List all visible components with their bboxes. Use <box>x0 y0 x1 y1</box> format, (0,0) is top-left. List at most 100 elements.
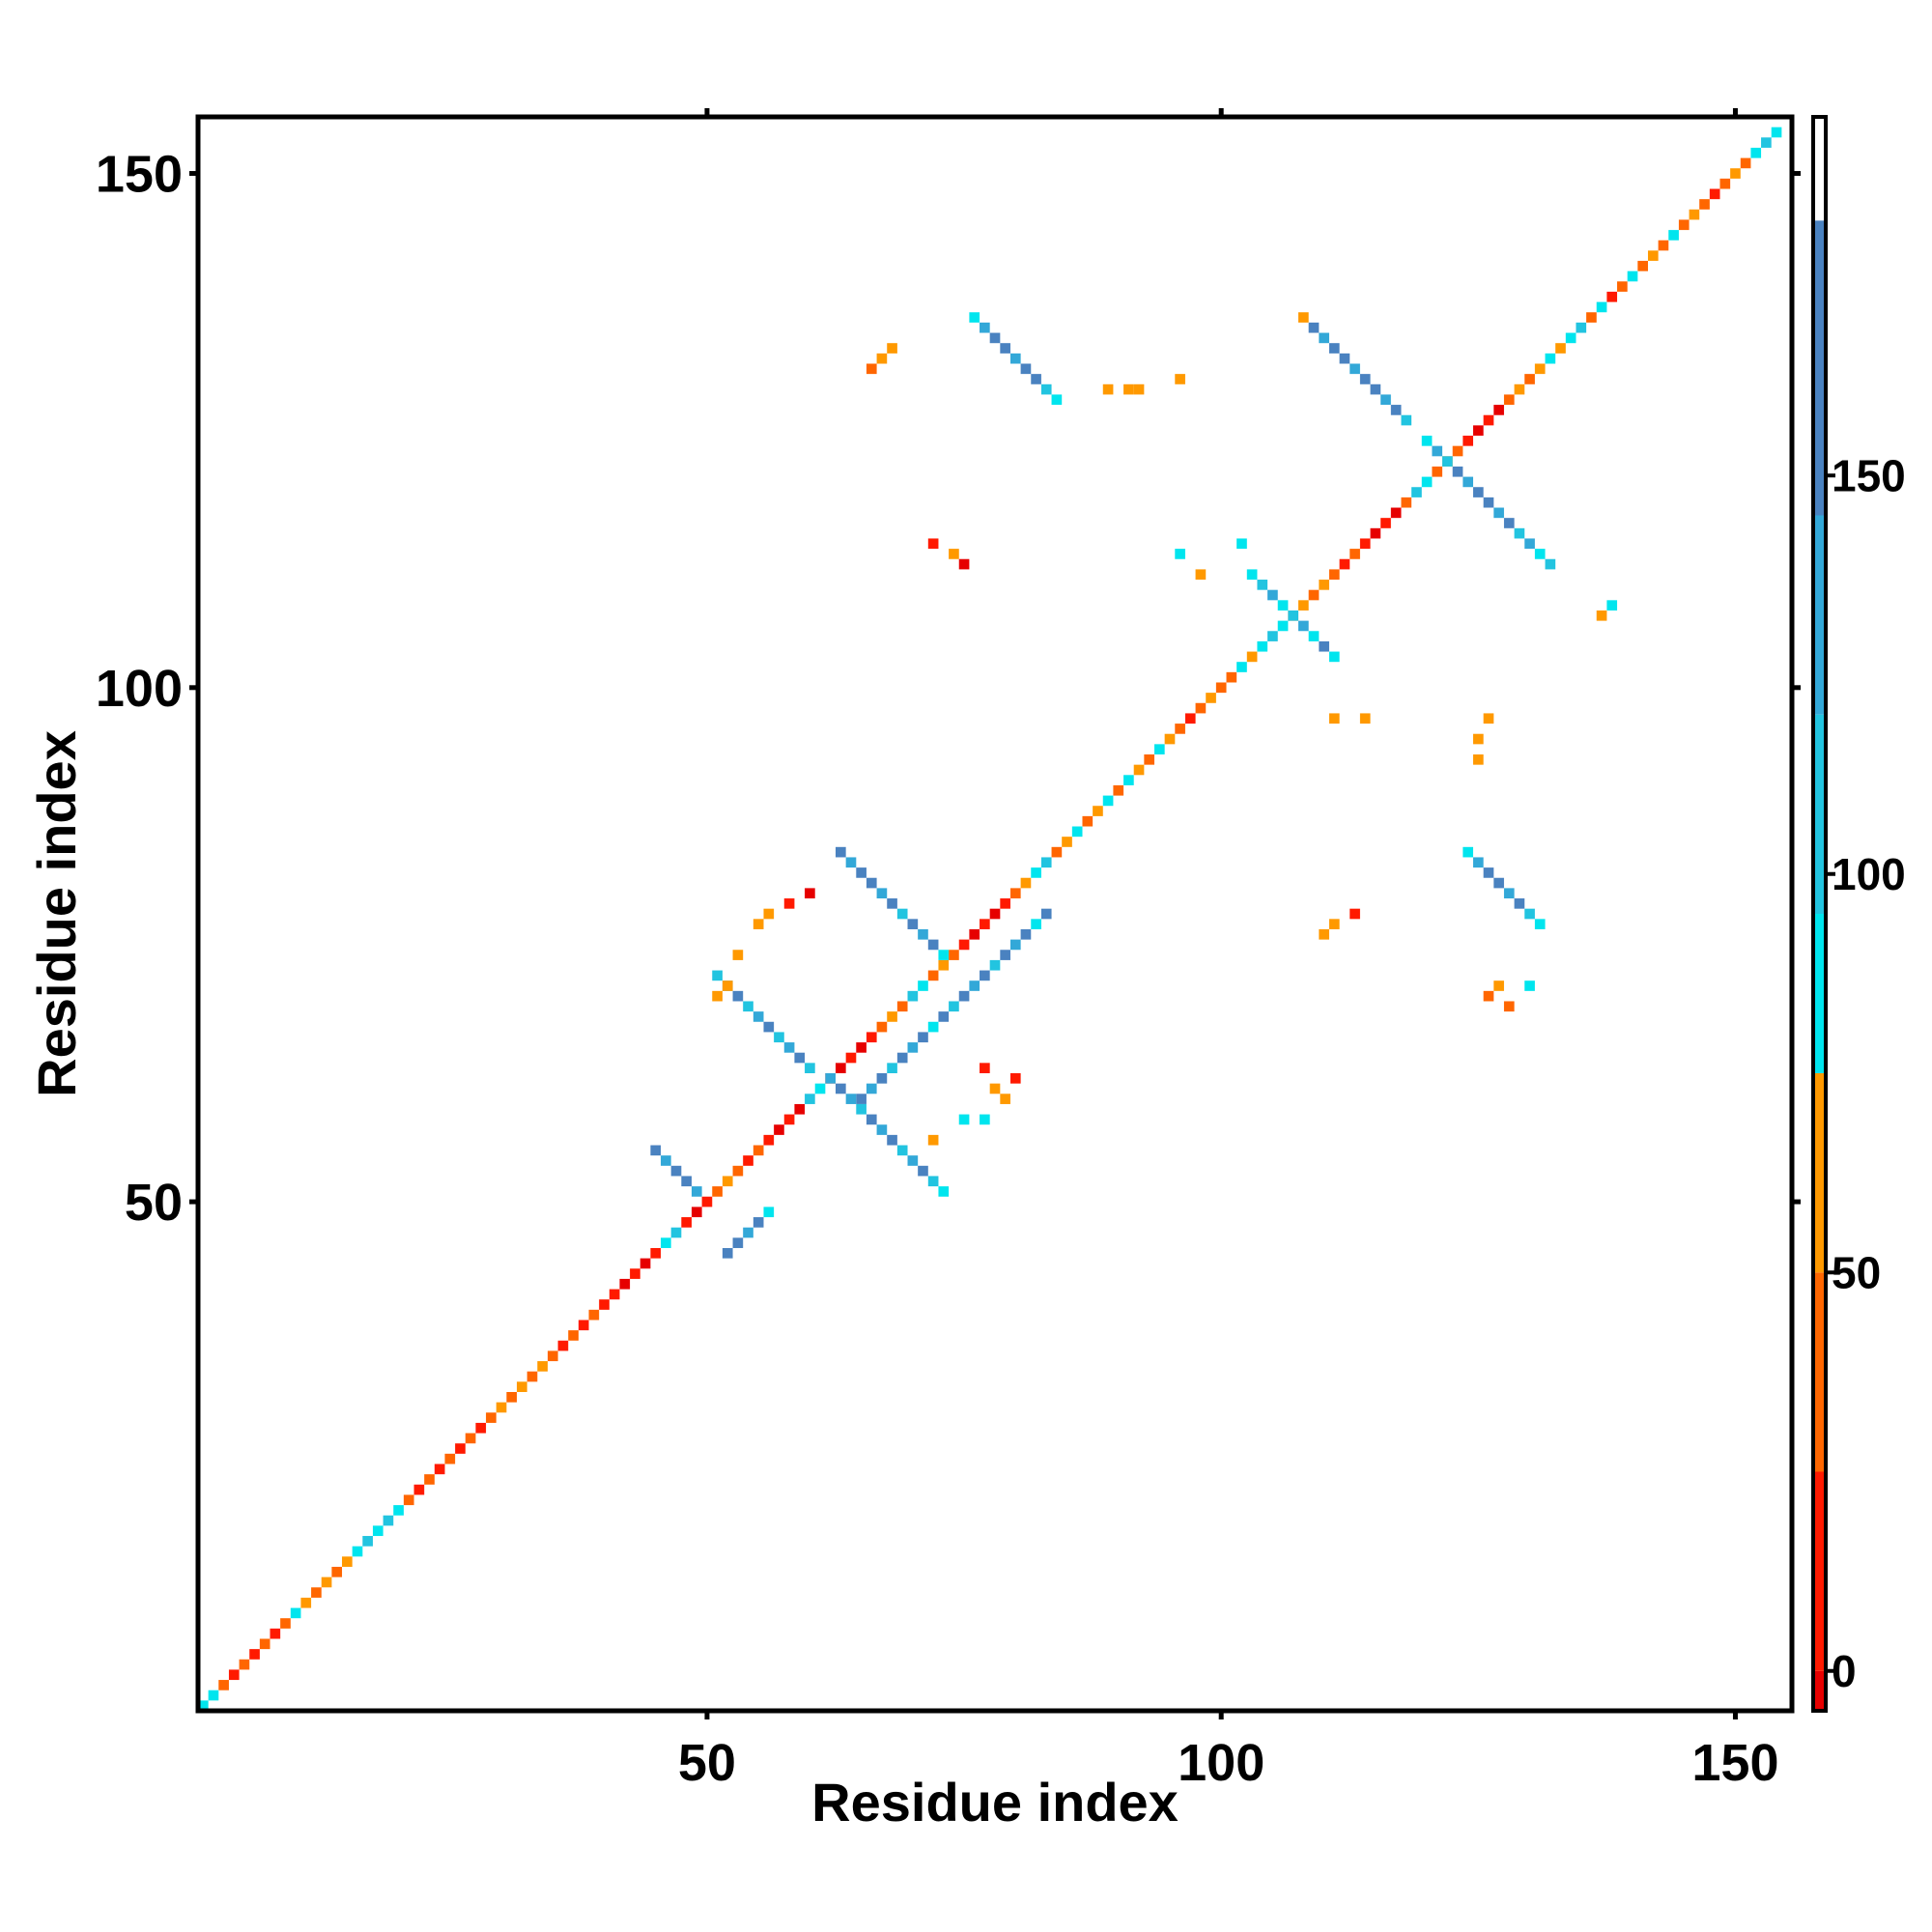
heatmap-cell <box>918 1032 928 1043</box>
heatmap-cell <box>1359 374 1371 384</box>
heatmap-cell <box>1524 538 1535 550</box>
heatmap-cell <box>1339 558 1350 570</box>
heatmap-cell <box>1184 713 1196 724</box>
heatmap-cell <box>1051 394 1063 406</box>
heatmap-cell <box>1195 702 1207 714</box>
heatmap-cell <box>1473 857 1484 868</box>
heatmap-cell <box>866 1032 877 1043</box>
heatmap-cell <box>887 1134 897 1146</box>
heatmap-cell <box>896 1145 908 1156</box>
x-axis-title: Residue index <box>811 1772 1179 1833</box>
heatmap-cell <box>938 959 950 971</box>
heatmap-cell <box>1000 950 1010 960</box>
heatmap-cell <box>331 1566 343 1577</box>
heatmap-cell <box>949 950 959 960</box>
heatmap-cell <box>1473 487 1484 497</box>
heatmap-cell <box>1051 846 1063 858</box>
heatmap-cell <box>1246 569 1258 581</box>
heatmap-cell <box>475 1422 487 1434</box>
heatmap-cell <box>887 343 897 354</box>
heatmap-cell <box>352 1546 363 1557</box>
heatmap-cell <box>1040 384 1052 395</box>
heatmap-cell <box>1658 240 1669 251</box>
heatmap-cell <box>732 990 744 1002</box>
heatmap-cell <box>1031 867 1041 878</box>
heatmap-cell <box>1442 456 1453 467</box>
heatmap-cell <box>1483 497 1494 508</box>
heatmap-cell <box>1503 394 1515 406</box>
heatmap-cell <box>208 1690 219 1701</box>
heatmap-cell <box>1709 188 1720 200</box>
heatmap-cell <box>836 1063 846 1073</box>
heatmap-cell <box>1740 157 1751 169</box>
heatmap-cell <box>1350 908 1360 920</box>
heatmap-cell <box>1647 250 1659 262</box>
heatmap-cell <box>1493 877 1504 889</box>
heatmap-cell <box>311 1587 322 1598</box>
heatmap-cell <box>249 1649 260 1660</box>
y-axis-title: Residue index <box>26 730 87 1097</box>
heatmap-cell <box>1473 425 1484 436</box>
heatmap-cell <box>1524 980 1535 991</box>
heatmap-cell <box>1236 538 1247 550</box>
heatmap-cell <box>1277 620 1289 632</box>
heatmap-cell <box>342 1556 353 1567</box>
heatmap-cell <box>949 549 959 559</box>
heatmap-cell <box>1009 353 1021 364</box>
heatmap-cell <box>1473 733 1484 745</box>
plot-frame <box>195 114 1795 1714</box>
heatmap-cell <box>1503 518 1515 528</box>
heatmap-cell <box>1328 569 1340 581</box>
heatmap-cell <box>969 980 980 991</box>
heatmap-cell <box>1596 610 1607 621</box>
heatmap-cell <box>876 1124 888 1135</box>
heatmap-cell <box>393 1505 404 1516</box>
heatmap-cell <box>1350 363 1360 375</box>
heatmap-cell <box>1401 497 1412 508</box>
heatmap-cell <box>588 1309 600 1321</box>
heatmap-cell <box>1288 610 1299 621</box>
heatmap-cell <box>239 1659 250 1670</box>
heatmap-cell <box>1503 1001 1515 1012</box>
heatmap-cell <box>661 1155 671 1166</box>
heatmap-cell <box>1031 374 1041 384</box>
heatmap-cell <box>290 1607 301 1619</box>
heatmap-cell <box>321 1577 332 1588</box>
colorbar-tick-label: 50 <box>1832 1247 1881 1297</box>
heatmap-cell <box>866 1083 877 1094</box>
heatmap-cell <box>712 970 723 981</box>
heatmap-cell <box>228 1669 240 1681</box>
heatmap-cell <box>1093 806 1103 816</box>
heatmap-cell <box>927 970 939 981</box>
heatmap-cell <box>856 1103 867 1115</box>
heatmap-cell <box>1175 724 1185 734</box>
heatmap-cell <box>866 877 877 889</box>
heatmap-cell <box>557 1340 569 1351</box>
heatmap-cell <box>938 950 950 960</box>
heatmap-cell <box>1463 436 1473 446</box>
heatmap-cell <box>1463 846 1473 858</box>
heatmap-cell <box>1236 662 1247 672</box>
colorbar-band <box>1813 914 1826 1073</box>
heatmap-cell <box>836 846 846 858</box>
heatmap-cell <box>896 1001 908 1012</box>
heatmap-cell <box>763 1134 775 1146</box>
heatmap-cell <box>907 990 919 1002</box>
heatmap-cell <box>1102 384 1114 395</box>
heatmap-cell <box>1719 178 1731 189</box>
heatmap-cell <box>1071 826 1083 838</box>
heatmap-cell <box>989 908 1001 920</box>
heatmap-cell <box>732 950 744 960</box>
colorbar-band <box>1813 1073 1826 1273</box>
heatmap-cell <box>1257 640 1268 652</box>
heatmap-cell <box>465 1433 476 1444</box>
heatmap-cell <box>1524 374 1535 384</box>
heatmap-cell <box>927 1134 939 1146</box>
heatmap-cell <box>763 1207 775 1218</box>
heatmap-cell <box>958 1114 970 1125</box>
heatmap-cell <box>1761 137 1772 148</box>
heatmap-cell <box>825 1073 836 1084</box>
heatmap-cell <box>722 980 733 991</box>
heatmap-cell <box>794 1103 806 1115</box>
